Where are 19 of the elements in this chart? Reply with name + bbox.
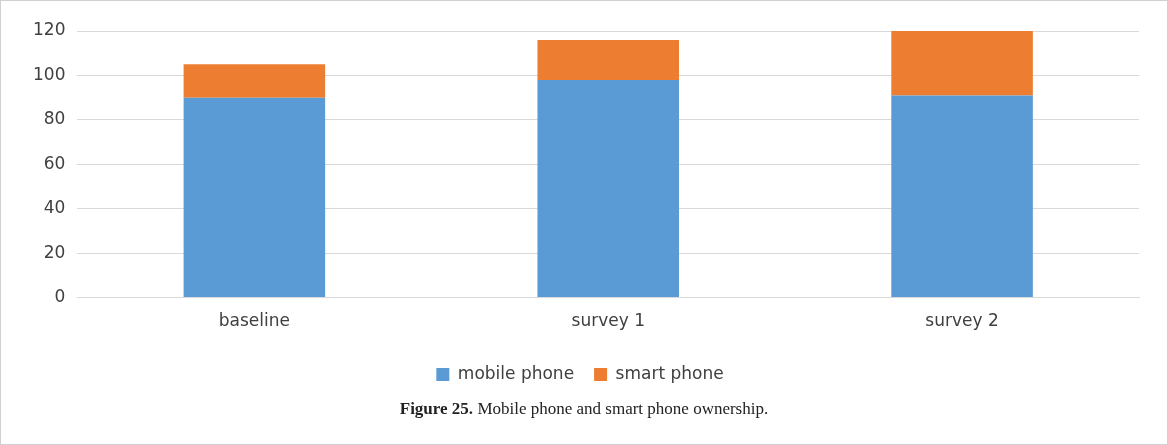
y-tick-label: 40 <box>43 197 66 218</box>
bar <box>537 79 679 298</box>
legend-label: smart phone <box>615 362 724 383</box>
bar <box>891 31 1033 96</box>
bar <box>183 64 326 98</box>
y-tick-label: 20 <box>43 241 66 262</box>
y-tick-label: 100 <box>32 63 66 84</box>
x-tick-label: survey 2 <box>925 310 999 331</box>
y-tick-label: 0 <box>54 286 66 307</box>
y-tick-label: 120 <box>32 19 66 40</box>
x-tick-label: survey 1 <box>571 310 645 331</box>
y-tick-label: 60 <box>43 152 66 173</box>
legend-label: mobile phone <box>457 362 575 383</box>
bar <box>891 95 1033 298</box>
bar <box>537 39 679 80</box>
x-tick-label: baseline <box>218 310 290 331</box>
caption: Figure 25. Mobile phone and smart phone ownership. <box>398 399 770 419</box>
bar <box>183 97 326 298</box>
y-tick-label: 80 <box>43 108 66 129</box>
